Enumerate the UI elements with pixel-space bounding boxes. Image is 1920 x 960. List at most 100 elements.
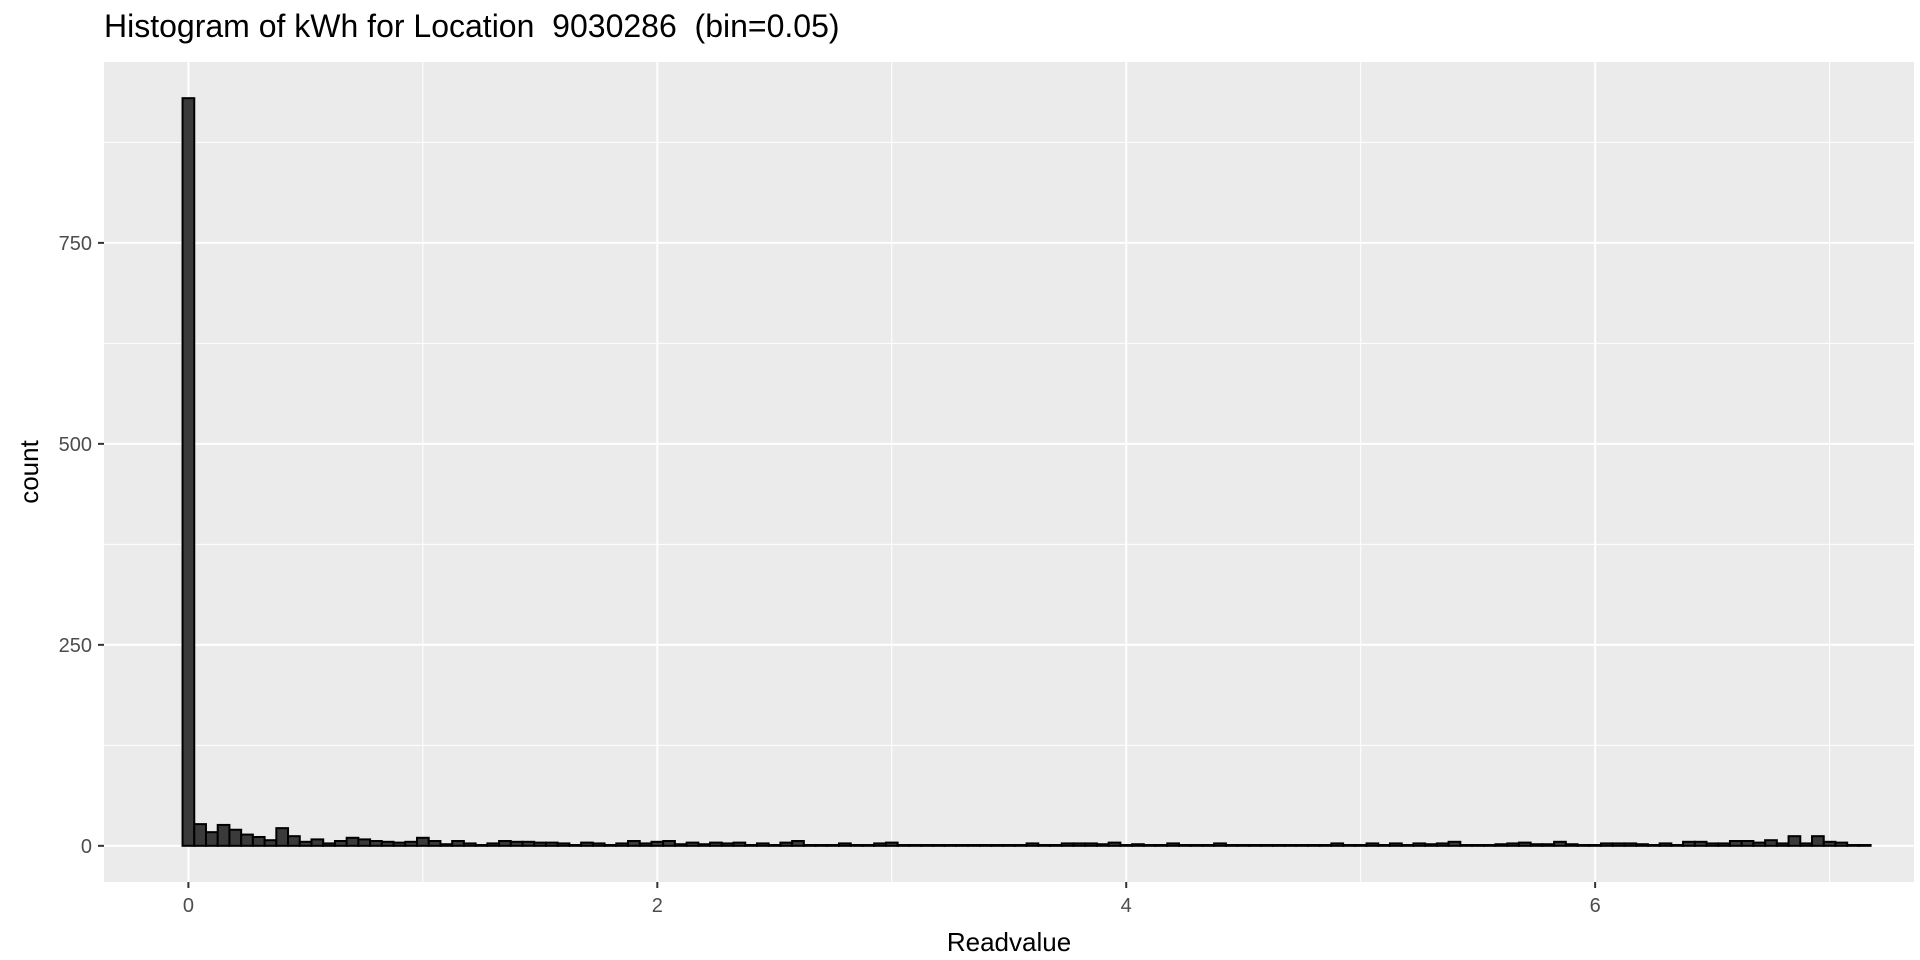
histogram-bar xyxy=(1459,844,1474,847)
histogram-bar xyxy=(322,842,336,847)
histogram-bar xyxy=(896,844,911,847)
histogram-bar xyxy=(451,840,465,847)
histogram-bar xyxy=(1002,844,1016,847)
histogram-bar xyxy=(802,844,817,847)
histogram-bar xyxy=(1564,843,1579,847)
y-tick-label: 750 xyxy=(59,233,92,255)
histogram-bar xyxy=(1529,843,1544,847)
histogram-bar xyxy=(1740,840,1755,847)
histogram-bar xyxy=(1119,844,1134,847)
histogram-bar xyxy=(838,842,852,847)
histogram-bar xyxy=(1506,842,1520,847)
histogram-bar xyxy=(580,841,594,847)
histogram-bar xyxy=(931,844,946,847)
histogram-bar xyxy=(1224,844,1239,847)
histogram-bar xyxy=(1213,842,1227,847)
histogram-bar xyxy=(767,844,782,847)
histogram-bar xyxy=(1728,840,1743,847)
histogram-bar xyxy=(732,841,747,847)
histogram-bar xyxy=(1705,842,1720,847)
histogram-bar xyxy=(298,840,313,847)
histogram-bar xyxy=(1764,839,1778,847)
x-tick-label: 4 xyxy=(1121,895,1132,917)
histogram-bar xyxy=(1318,844,1333,847)
histogram-bar xyxy=(662,840,676,847)
histogram-bar xyxy=(709,841,723,847)
histogram-bar xyxy=(1236,844,1251,847)
histogram-bar xyxy=(357,838,372,847)
histogram-bar xyxy=(439,843,454,847)
histogram-bar xyxy=(1857,844,1872,847)
histogram-bar xyxy=(978,844,993,847)
histogram-bar xyxy=(1365,842,1380,847)
histogram-bar xyxy=(920,844,934,847)
histogram-bar xyxy=(415,836,430,847)
histogram-bar xyxy=(1541,843,1556,847)
histogram-bar xyxy=(1775,842,1790,847)
y-tick-label: 500 xyxy=(59,434,92,456)
histogram-bar xyxy=(1330,842,1345,847)
histogram-bar xyxy=(1646,844,1661,847)
histogram-bar xyxy=(1471,844,1485,847)
histogram-bar xyxy=(1435,842,1450,847)
x-axis: 0 2 4 6 xyxy=(183,882,1601,917)
histogram-bar xyxy=(591,842,606,847)
histogram-bar xyxy=(1283,844,1298,847)
histogram-bar xyxy=(673,843,688,847)
histogram-bar xyxy=(498,840,512,847)
histogram-bar xyxy=(310,838,325,847)
chart-title: Histogram of kWh for Location 9030286 (b… xyxy=(104,8,840,44)
histogram-bar xyxy=(544,841,559,847)
histogram-bar xyxy=(1670,844,1685,847)
histogram-bar xyxy=(814,844,829,847)
histogram-bar xyxy=(1166,842,1180,847)
histogram-bar xyxy=(908,844,923,847)
histogram-bar xyxy=(1049,844,1063,847)
histogram-bar xyxy=(1131,843,1145,847)
histogram-bar xyxy=(204,831,219,847)
histogram-bar xyxy=(1682,840,1696,847)
histogram-bar xyxy=(1494,843,1509,847)
x-tick-label: 2 xyxy=(652,895,663,917)
histogram-bar xyxy=(193,823,207,847)
histogram-bar xyxy=(1201,844,1216,847)
histogram-bar xyxy=(1799,842,1814,847)
histogram-bar xyxy=(404,840,418,847)
histogram-bar xyxy=(1693,840,1708,847)
histogram-bar xyxy=(1353,844,1368,847)
histogram-bar xyxy=(462,842,477,847)
histogram-bar xyxy=(627,840,641,847)
histogram-bar xyxy=(943,844,958,847)
histogram-bar xyxy=(1295,844,1309,847)
histogram-bar xyxy=(1107,841,1122,847)
histogram-bar xyxy=(240,833,254,847)
histogram-bar xyxy=(1177,844,1192,847)
histogram-bar xyxy=(1846,844,1860,847)
histogram-bar xyxy=(1154,844,1169,847)
histogram-bar xyxy=(755,842,770,847)
histogram-bar xyxy=(1142,844,1157,847)
histogram-bar xyxy=(1271,844,1286,847)
histogram-bar xyxy=(369,840,383,847)
histogram-bar xyxy=(615,842,630,847)
histogram-bar xyxy=(1013,844,1028,847)
histogram-bar xyxy=(345,836,360,847)
histogram-bar xyxy=(287,835,301,847)
histogram-bar xyxy=(603,844,618,847)
histogram-bar xyxy=(263,839,278,847)
histogram-bar xyxy=(1248,844,1263,847)
histogram-bar xyxy=(884,841,899,847)
histogram-bar xyxy=(1623,842,1638,847)
plot-panel xyxy=(104,62,1914,882)
histogram-bar xyxy=(1037,844,1052,847)
x-tick-label: 0 xyxy=(183,895,194,917)
histogram-bar xyxy=(392,841,407,847)
histogram-bar xyxy=(1095,843,1110,847)
histogram-bar xyxy=(955,844,969,847)
histogram-bar xyxy=(1342,844,1356,847)
histogram-bar xyxy=(650,840,665,847)
histogram-bar xyxy=(1388,842,1403,847)
histogram-bar xyxy=(228,828,243,847)
histogram-bar xyxy=(1072,842,1087,847)
